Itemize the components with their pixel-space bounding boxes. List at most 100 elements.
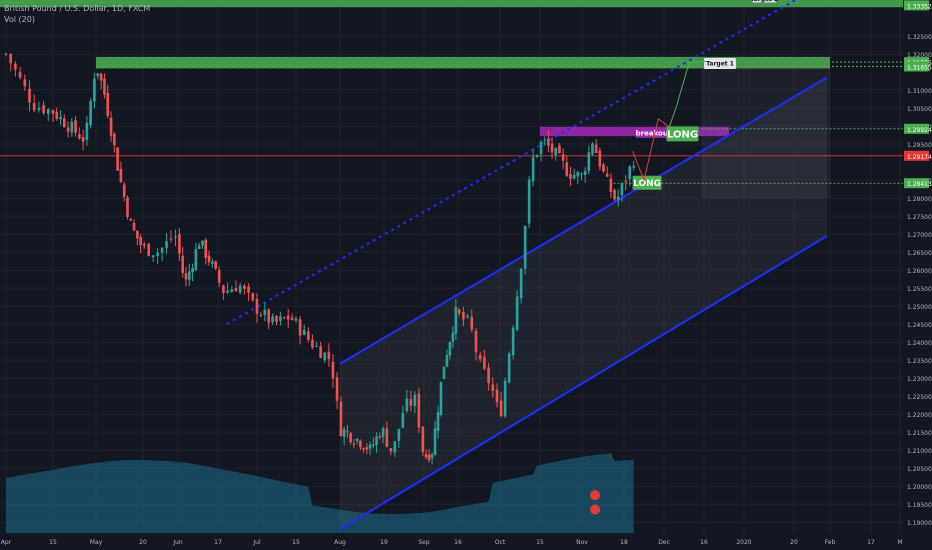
y-tick-label: 1.19500 <box>907 502 932 509</box>
candle-body <box>243 285 246 289</box>
candle-body <box>491 384 495 391</box>
time-axis[interactable]: Apr 15 May 20 Jun 17 Jul 15 Aug 19 Sep 16 Oct 15 Nov 18… <box>0 533 932 550</box>
price-tag: 1.31655 <box>907 64 932 71</box>
candle-body <box>4 53 8 55</box>
candle-body <box>587 152 591 172</box>
channel-upper-line <box>339 76 828 365</box>
candle-body <box>251 293 255 301</box>
candle-body <box>430 454 434 458</box>
y-tick-label: 1.25500 <box>907 286 932 293</box>
candle-body <box>201 240 204 246</box>
candle-body <box>442 366 446 379</box>
x-tick-label: 19 <box>380 539 388 546</box>
candle-body <box>331 361 335 379</box>
breakout-zone <box>540 126 729 137</box>
y-tick-label: 1.24000 <box>907 340 932 347</box>
x-tick-label: Dec <box>658 539 670 546</box>
candle-body <box>474 330 478 353</box>
y-tick-label: 1.29500 <box>907 142 932 149</box>
candle-body <box>18 71 22 78</box>
candle-body <box>211 261 214 264</box>
candle-body <box>503 380 507 417</box>
candle-body <box>106 92 110 116</box>
candle-body <box>307 331 310 340</box>
candle-body <box>207 255 211 263</box>
candle-body <box>613 189 616 200</box>
chart-grid <box>0 0 903 533</box>
candle-body <box>558 145 561 154</box>
x-tick-label: M <box>897 539 902 546</box>
candle-body <box>365 447 369 450</box>
candle-body <box>591 143 594 155</box>
candle-body <box>632 166 636 168</box>
volume-indicator-label[interactable]: Vol (20) <box>4 15 35 24</box>
y-tick-label: 1.28000 <box>907 196 932 203</box>
candle-body <box>519 268 523 299</box>
target2-label: Target 2 <box>750 0 778 3</box>
candle-body <box>116 147 119 171</box>
candle-body <box>417 393 421 428</box>
candle-body <box>401 412 405 428</box>
candle-body <box>81 137 85 142</box>
x-tick-label: 20 <box>790 539 798 546</box>
candle-body <box>609 178 613 193</box>
price-axis[interactable]: 1.325001.320001.310001.305001.300001.295… <box>903 0 932 550</box>
breakout-label-bg <box>635 127 672 138</box>
candle-body <box>302 329 306 336</box>
candle-body <box>339 401 343 437</box>
price-tag: 1.33352 <box>907 3 932 10</box>
candle-body <box>109 117 113 136</box>
long-label-lower-bg <box>632 175 662 190</box>
y-tick-label: 1.32000 <box>907 52 932 59</box>
candle-body <box>294 318 298 321</box>
candle-body <box>565 162 569 176</box>
candle-body <box>51 110 55 114</box>
x-tick-label: 18 <box>620 539 628 546</box>
candle-body <box>191 267 194 273</box>
y-tick-label: 1.24500 <box>907 322 932 329</box>
arrow-target <box>668 60 707 129</box>
candle-body <box>136 230 139 239</box>
price-tag: 1.29924 <box>907 127 932 134</box>
candles <box>4 52 636 465</box>
candle-body <box>487 367 490 384</box>
candle-body <box>327 351 331 360</box>
price-tag-bg <box>904 0 929 11</box>
target1-label: Target 1 <box>704 57 736 69</box>
x-tick-label: Apr <box>1 539 12 546</box>
candle-body <box>184 273 188 280</box>
price-axis-bg <box>903 0 932 550</box>
y-tick-label: 1.21500 <box>907 430 932 437</box>
candle-body <box>169 238 173 240</box>
y-tick-label: 1.27000 <box>907 232 932 239</box>
candle-body <box>535 154 539 158</box>
candle-body <box>234 288 238 292</box>
candle-body <box>119 168 123 182</box>
candle-body <box>311 339 314 348</box>
candle-body <box>271 316 274 323</box>
candle-body <box>576 171 580 177</box>
candle-body <box>78 134 81 139</box>
candle-body <box>96 73 100 77</box>
zone-boxes <box>0 0 903 530</box>
y-tick-label: 1.27500 <box>907 214 932 221</box>
y-tick-label: 1.22000 <box>907 412 932 419</box>
candle-body <box>103 78 106 95</box>
resistance-zone <box>96 56 830 69</box>
symbol-title[interactable]: British Pound / U.S. Dollar, 1D, FXCM <box>4 4 151 13</box>
candle-body <box>470 316 474 330</box>
event-badge <box>590 490 601 501</box>
x-tick-label: Jun <box>172 539 183 546</box>
candle-body <box>187 271 191 280</box>
x-tick-label: 15 <box>292 539 300 546</box>
candle-body <box>226 290 229 293</box>
candle-body <box>495 389 499 403</box>
y-tick-label: 1.20000 <box>907 484 932 491</box>
candle-body <box>89 100 92 126</box>
target2-label-text: Target 2 <box>750 0 778 3</box>
candle-body <box>147 243 151 256</box>
candle-body <box>448 342 452 356</box>
candle-body <box>275 316 278 323</box>
breakout-label: breakout <box>635 127 672 138</box>
